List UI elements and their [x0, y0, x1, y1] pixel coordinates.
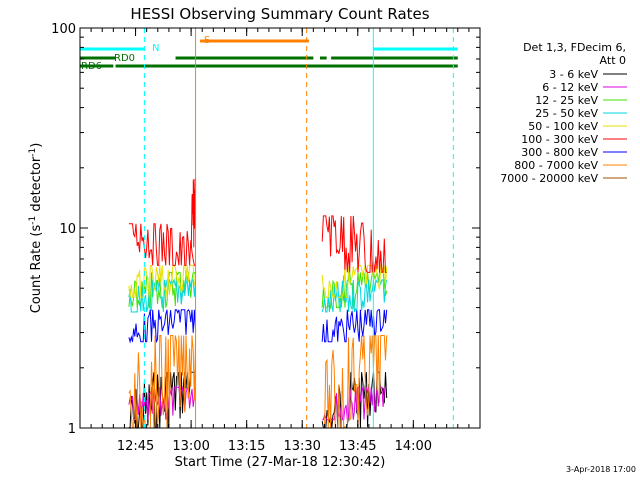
- series-7-trace-0: [128, 335, 197, 429]
- series-layer: [128, 178, 388, 430]
- series-7-trace-1: [322, 335, 388, 430]
- x-tick-label-3: 13:30: [283, 439, 320, 454]
- series-5-trace-1: [190, 178, 197, 248]
- series-7: [128, 335, 388, 430]
- flag-label-s: S: [204, 35, 210, 46]
- series-6-trace-1: [321, 309, 388, 343]
- y-axis-label: Count Rate (s-1 detector-1): [28, 143, 44, 314]
- series-3: [128, 278, 388, 313]
- series-6: [128, 308, 388, 344]
- series-1-trace-1: [322, 386, 387, 421]
- series-4-trace-1: [321, 263, 388, 300]
- legend-label-3: 25 - 50 keV: [535, 107, 598, 120]
- x-tick-label-0: 12:45: [117, 439, 154, 454]
- flag-bars: N S RD0 RD6: [80, 35, 458, 72]
- y-axis-label-c: detector: [29, 156, 44, 216]
- legend-header-line-1: Det 1,3, FDecim 6,: [523, 41, 626, 54]
- y-axis-label-a: Count Rate (s: [29, 225, 44, 314]
- x-tick-label-5: 14:00: [395, 439, 432, 454]
- x-tick-label-2: 13:15: [228, 439, 265, 454]
- series-5-trace-2: [321, 215, 387, 274]
- axes: 12:45 13:00 13:15 13:30 13:45 14:00 100 10 1: [51, 22, 481, 454]
- legend-label-2: 12 - 25 keV: [535, 94, 598, 107]
- legend-header-line-2: Att 0: [600, 54, 626, 67]
- legend-label-5: 100 - 300 keV: [521, 133, 598, 146]
- legend-label-0: 3 - 6 keV: [549, 68, 598, 81]
- y-axis-label-exp2: -1: [28, 148, 38, 157]
- y-tick-label-2: 1: [68, 422, 76, 437]
- flag-label-n: N: [152, 43, 159, 54]
- y-axis-label-exp1: -1: [28, 216, 38, 225]
- series-5-trace-0: [128, 223, 196, 266]
- y-tick-label-0: 100: [51, 22, 76, 37]
- flag-label-rd0: RD0: [114, 53, 135, 64]
- series-3-trace-1: [321, 278, 388, 313]
- flag-label-rd6: RD6: [81, 61, 102, 72]
- series-3-trace-0: [128, 278, 197, 313]
- legend-label-8: 7000 - 20000 keV: [500, 172, 598, 185]
- series-6-trace-0: [128, 308, 197, 344]
- x-axis-label: Start Time (27-Mar-18 12:30:42): [175, 455, 386, 470]
- x-tick-label-4: 13:45: [339, 439, 376, 454]
- legend-label-6: 300 - 800 keV: [521, 146, 598, 159]
- legend-label-7: 800 - 7000 keV: [514, 159, 598, 172]
- legend-label-4: 50 - 100 keV: [528, 120, 598, 133]
- y-axis-label-e: ): [29, 143, 44, 148]
- series-5: [128, 178, 387, 274]
- date-stamp: 3-Apr-2018 17:00: [566, 465, 636, 474]
- chart-title: HESSI Observing Summary Count Rates: [130, 5, 429, 23]
- legend-label-1: 6 - 12 keV: [542, 81, 598, 94]
- y-tick-label-1: 10: [59, 222, 76, 237]
- x-tick-label-1: 13:00: [172, 439, 209, 454]
